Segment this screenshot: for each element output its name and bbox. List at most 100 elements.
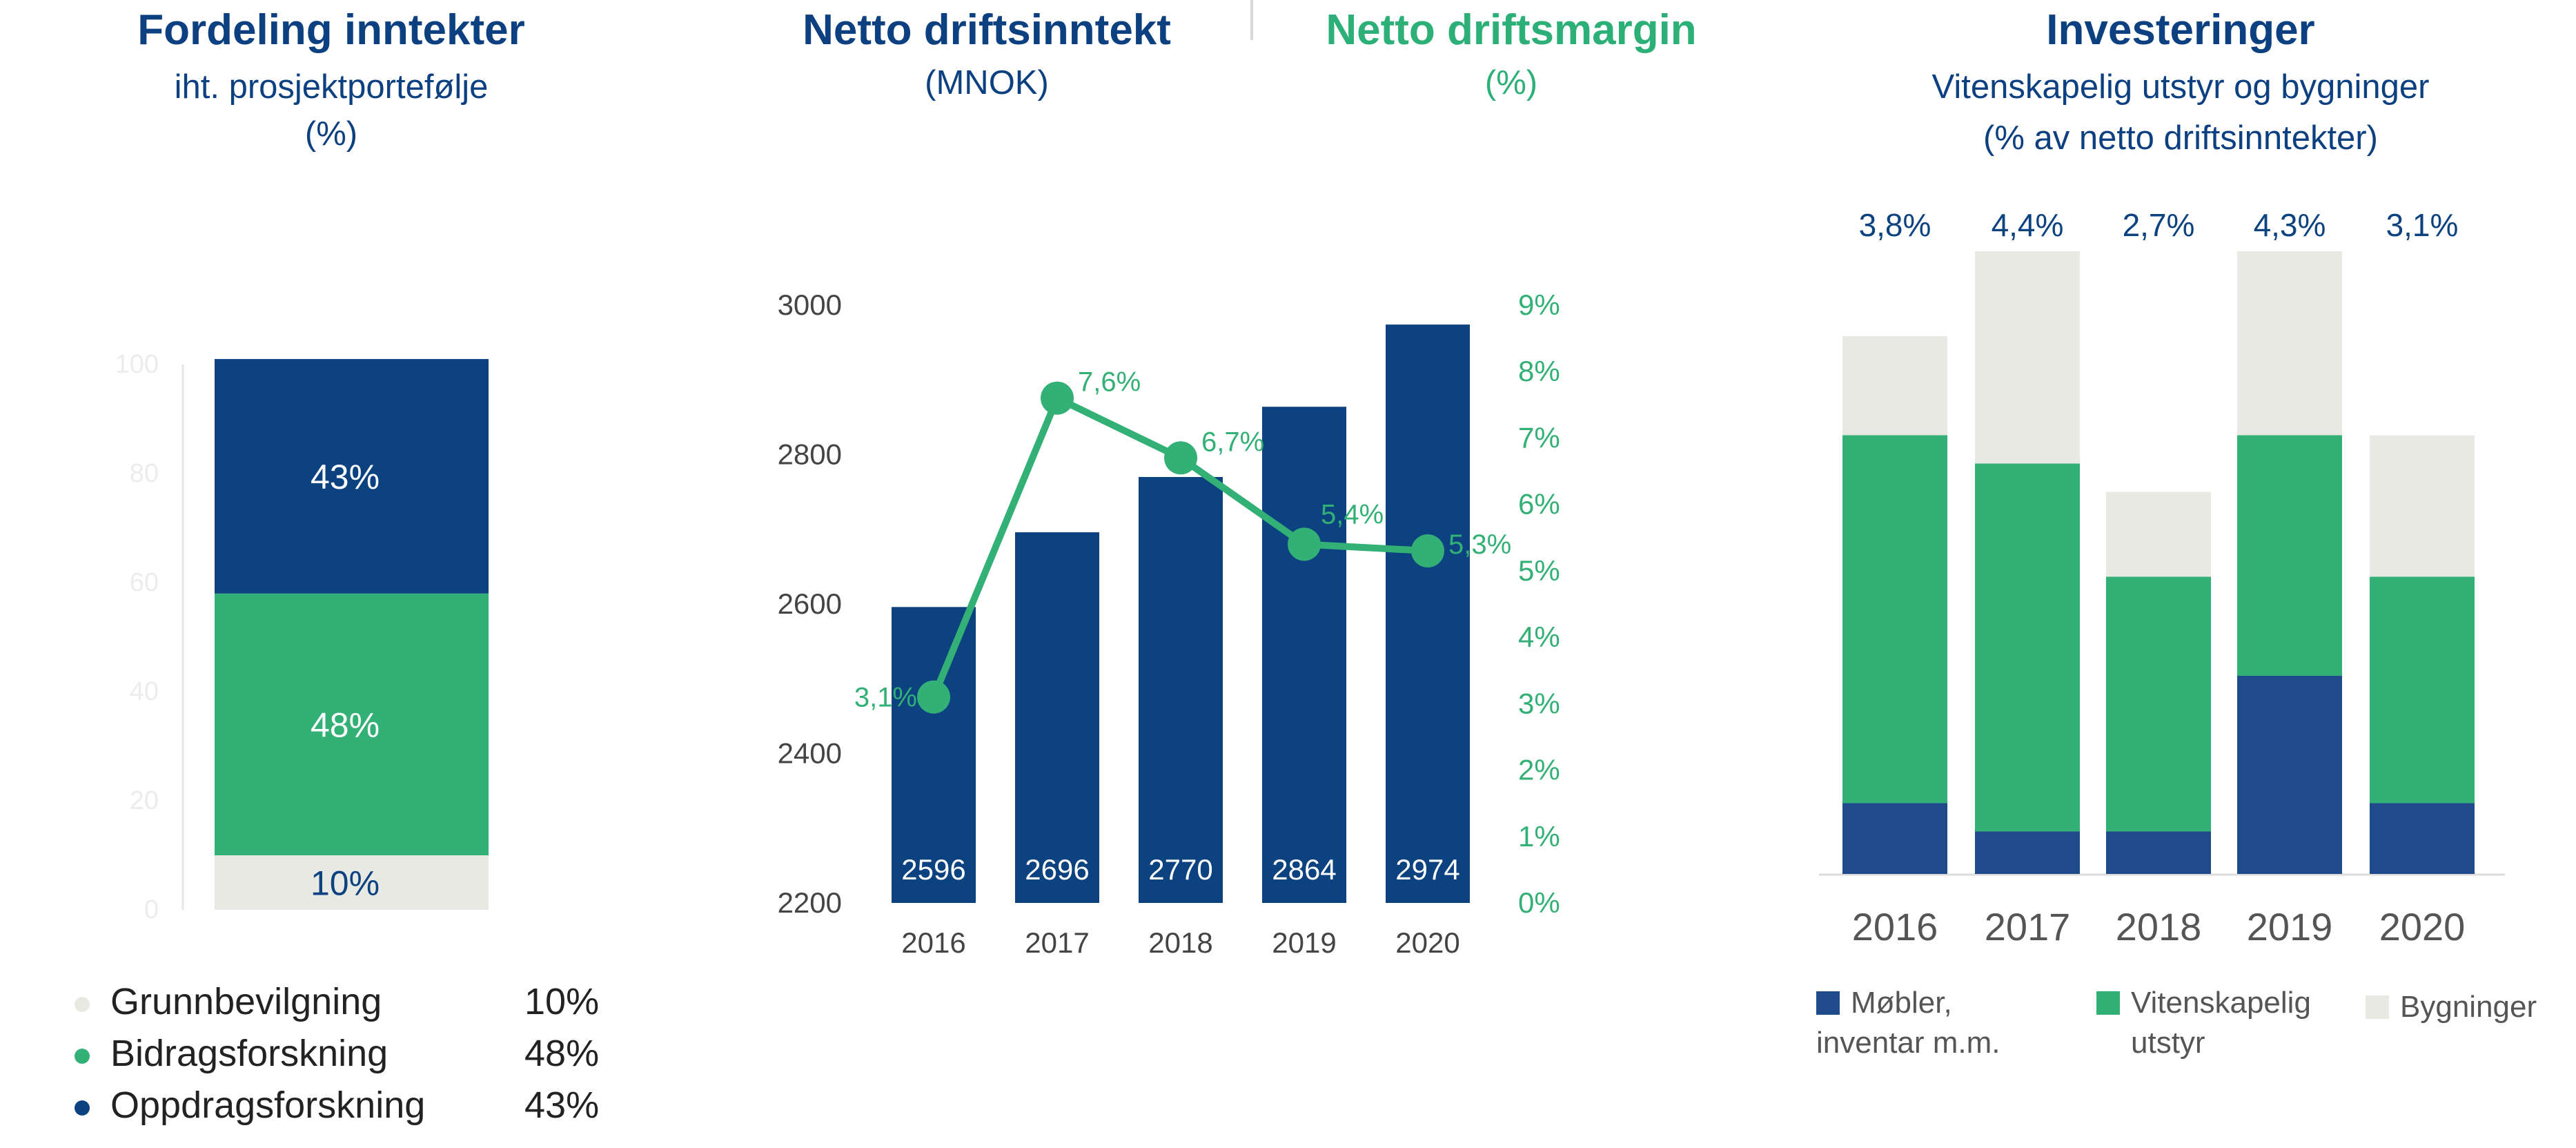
- investment-bar-segment: [2237, 676, 2342, 874]
- margin-point: [1411, 534, 1444, 568]
- stacked-bar-segment: [215, 359, 489, 594]
- income-bar-value: 2974: [1395, 853, 1459, 886]
- y-tick-label-left: 3000: [778, 289, 842, 321]
- y-tick-label-left: 2200: [778, 886, 842, 919]
- y-tick-label-left: 2400: [778, 737, 842, 770]
- investment-bar-segment: [1842, 336, 1947, 436]
- investments-title: Investeringer: [2046, 6, 2315, 54]
- investments-chart: 3,8% 2016 4,4% 2017 2,7% 2018 4,3% 2019 3,1% 2020: [1819, 207, 2505, 948]
- investment-bar-segment: [2106, 576, 2211, 832]
- investment-bar-segment: [1842, 435, 1947, 804]
- y-tick-label-left: 2800: [778, 438, 842, 471]
- income-bar-value: 2696: [1025, 853, 1089, 886]
- x-tick-label: 2016: [1852, 905, 1938, 948]
- x-tick-label: 2018: [1148, 926, 1212, 959]
- legend-item-grunnbevilgning: Grunnbevilgning 10%: [75, 980, 599, 1023]
- x-tick-label: 2019: [1272, 926, 1336, 959]
- legend-item-mobler: Møbler, inventar m.m.: [1816, 983, 2106, 1066]
- y-tick-label-right: 1%: [1518, 820, 1560, 853]
- income-bar-value: 2596: [901, 853, 965, 886]
- income-distribution-subtitle: iht. prosjektportefølje: [174, 68, 489, 106]
- legend-item-oppdragsforskning: Oppdragsforskning 43%: [75, 1084, 599, 1127]
- legend-value: 43%: [524, 1084, 600, 1126]
- income-distribution-unit: (%): [304, 115, 358, 153]
- stacked-bar-segment: [215, 593, 489, 855]
- income-bar: [1386, 324, 1470, 903]
- legend-dot-icon: [75, 1100, 90, 1116]
- income-distribution-title: Fordeling inntekter: [137, 6, 525, 54]
- legend-dot-icon: [75, 996, 90, 1012]
- y-tick-label-left: 2600: [778, 587, 842, 620]
- x-tick-label: 2020: [1395, 926, 1459, 959]
- investment-bar-segment: [2106, 492, 2211, 577]
- legend-label: Bidragsforskning: [110, 1033, 389, 1074]
- investment-total-label: 4,4%: [1992, 207, 2064, 243]
- investment-bar-segment: [1842, 803, 1947, 874]
- net-operating-margin-unit: (%): [1484, 64, 1538, 101]
- y-tick-label: 80: [130, 459, 159, 488]
- margin-point-label: 5,3%: [1448, 529, 1511, 560]
- legend-value: 48%: [524, 1033, 600, 1074]
- investment-bar-segment: [2370, 803, 2475, 874]
- margin-point: [1288, 527, 1321, 561]
- net-operating-margin-title: Netto driftsmargin: [1326, 6, 1697, 54]
- legend-swatch-icon: [1816, 991, 1840, 1015]
- y-tick-label: 20: [130, 786, 159, 815]
- investment-bar-segment: [2370, 435, 2475, 577]
- investment-bar-segment: [2370, 576, 2475, 804]
- income-distribution-chart: 0 20 40 60 80 100 10% 48% 43%: [115, 350, 489, 924]
- legend-label-line2: utstyr: [2131, 1026, 2205, 1060]
- segment-label: 43%: [311, 458, 380, 496]
- legend-label: Vitenskapelig: [2131, 986, 2311, 1020]
- y-tick-label: 100: [115, 350, 159, 379]
- legend-item-bygninger: Bygninger: [2366, 987, 2566, 1035]
- x-tick-label: 2016: [901, 926, 965, 959]
- legend-dot-icon: [75, 1048, 90, 1064]
- income-bar-value: 2864: [1272, 853, 1336, 886]
- margin-point: [1164, 441, 1197, 475]
- margin-point-label: 7,6%: [1078, 367, 1141, 398]
- investments-subtitle: Vitenskapelig utstyr og bygninger: [1931, 68, 2430, 106]
- margin-point-label: 5,4%: [1321, 499, 1384, 529]
- x-tick-label: 2019: [2247, 905, 2333, 948]
- y-tick-label: 40: [130, 677, 159, 706]
- investment-bar-segment: [2237, 251, 2342, 436]
- legend-item-bidragsforskning: Bidragsforskning 48%: [75, 1032, 599, 1075]
- x-tick-label: 2018: [2116, 905, 2202, 948]
- income-bar: [1015, 532, 1099, 903]
- y-tick-label-right: 3%: [1518, 687, 1560, 719]
- income-bar: [1262, 407, 1346, 903]
- net-operating-income-unit: (MNOK): [925, 64, 1049, 101]
- investment-total-label: 4,3%: [2254, 207, 2326, 243]
- margin-point-label: 3,1%: [854, 683, 917, 713]
- y-tick-label-right: 7%: [1518, 421, 1560, 454]
- y-tick-label-right: 5%: [1518, 554, 1560, 587]
- legend-value: 10%: [524, 981, 600, 1022]
- y-tick-label-right: 8%: [1518, 355, 1560, 387]
- stacked-bar-segment: [215, 855, 489, 910]
- margin-point-label: 6,7%: [1201, 427, 1264, 457]
- legend-swatch-icon: [2096, 991, 2120, 1015]
- x-tick-label: 2020: [2379, 905, 2466, 948]
- y-tick-label: 60: [130, 568, 159, 597]
- investments-subtitle-unit: (% av netto driftsinntekter): [1983, 119, 2378, 157]
- income-bar: [892, 607, 976, 903]
- y-tick-label-right: 4%: [1518, 621, 1560, 653]
- x-tick-label: 2017: [1985, 905, 2071, 948]
- legend-label: Oppdragsforskning: [110, 1084, 426, 1126]
- title-divider: [1250, 0, 1253, 40]
- net-operating-income-title: Netto driftsinntekt: [803, 6, 1171, 54]
- margin-point: [917, 680, 950, 714]
- net-income-margin-chart: 2200 2400 2600 2800 3000 0% 1% 2% 3% 4% 5% 6% 7% 8% 9%…: [778, 289, 1560, 959]
- y-tick-label-right: 0%: [1518, 886, 1560, 919]
- investment-bar-segment: [2106, 831, 2211, 874]
- legend-item-vitenskapelig-utstyr: Vitenskapelig utstyr: [2096, 983, 2359, 1066]
- income-bar: [1139, 476, 1223, 903]
- legend-label: Grunnbevilgning: [110, 981, 382, 1022]
- y-tick-label-right: 9%: [1518, 289, 1560, 321]
- segment-label: 10%: [311, 864, 380, 903]
- legend-label: Møbler,: [1851, 986, 1952, 1020]
- legend-label-line2: inventar m.m.: [1816, 1026, 2000, 1060]
- investment-bar-segment: [2237, 435, 2342, 676]
